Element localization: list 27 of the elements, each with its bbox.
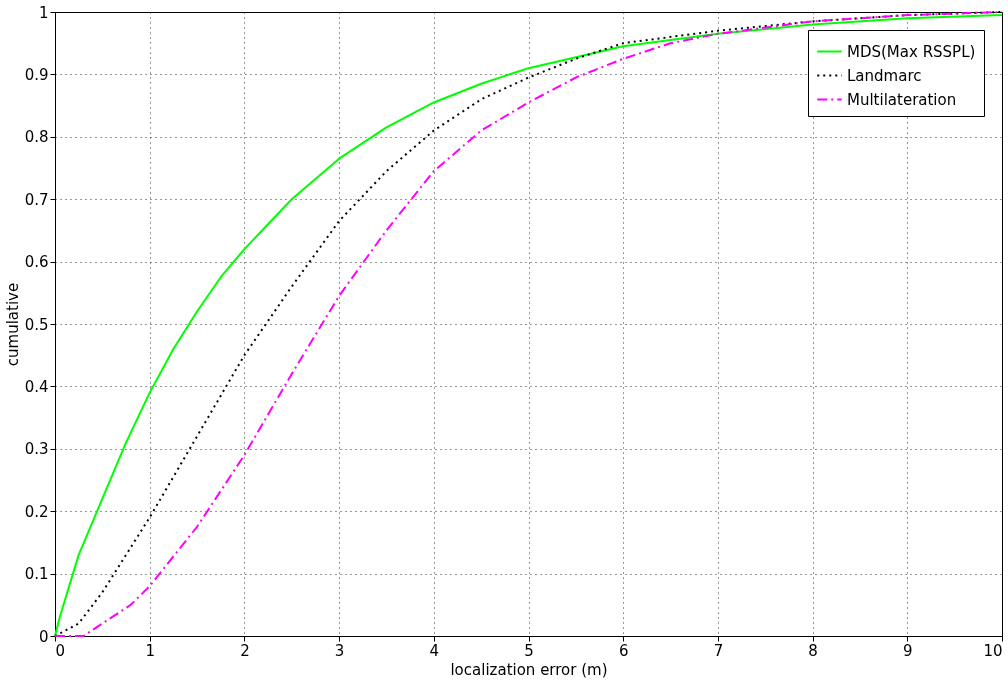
y-tick-label: 0.6 [24,253,49,272]
y-tick-label: 0.3 [24,440,49,459]
y-tick-label: 0.2 [24,502,49,521]
x-tick-label: 7 [713,641,724,660]
x-tick-label: 8 [808,641,818,660]
y-tick-label: 0.1 [24,565,49,584]
y-tick-label: 0.7 [24,190,49,209]
y-tick-label: 0.9 [24,65,49,84]
y-tick-label: 1 [38,3,49,22]
y-tick-label: 0.5 [24,315,49,334]
y-tick-label: 0.4 [24,377,49,396]
y-tick-label: 0 [38,627,49,646]
x-tick-label: 0 [55,641,66,660]
x-tick-label: 3 [334,641,345,660]
x-tick-label: 1 [145,641,155,660]
y-tick-label: 0.8 [24,128,49,147]
x-tick-label: 5 [524,641,534,660]
legend-label: Multilateration [847,90,957,109]
x-axis-title: localization error (m) [450,660,608,679]
x-tick-label: 2 [240,641,250,660]
legend-label: MDS(Max RSSPL) [847,42,976,61]
x-tick-label: 6 [618,641,629,660]
legend-label: Landmarc [847,66,922,85]
x-tick-label: 10 [983,641,1003,660]
x-tick-label: 4 [429,641,440,660]
x-tick-label: 9 [903,641,913,660]
y-axis-title: cumulative [3,282,22,367]
